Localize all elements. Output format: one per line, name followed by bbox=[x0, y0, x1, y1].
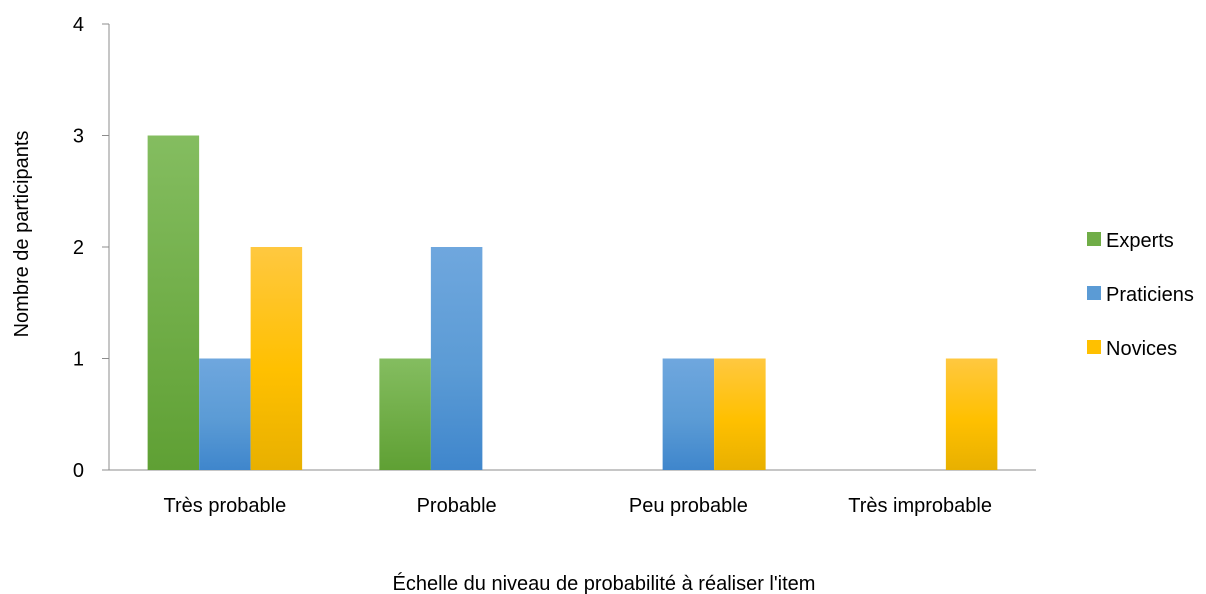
legend-label-praticiens: Praticiens bbox=[1106, 284, 1194, 306]
x-axis-title: Échelle du niveau de probabilité à réali… bbox=[393, 572, 816, 594]
x-tick-label: Très improbable bbox=[848, 495, 992, 517]
legend-swatch-experts bbox=[1087, 232, 1101, 246]
bar-experts-0 bbox=[147, 135, 200, 470]
legend-label-novices: Novices bbox=[1106, 338, 1177, 360]
y-tick-label: 2 bbox=[73, 237, 84, 259]
category-labels: Très probable Probable Peu probable Très im… bbox=[164, 495, 992, 517]
y-tick-label: 4 bbox=[73, 14, 84, 36]
bar-experts-1 bbox=[379, 358, 431, 470]
x-tick-label: Peu probable bbox=[629, 495, 748, 517]
bar-novices-2 bbox=[714, 358, 766, 470]
bar-novices-0 bbox=[250, 247, 303, 470]
bars bbox=[147, 135, 998, 470]
y-tick-label: 3 bbox=[73, 126, 84, 148]
bar-praticiens-2 bbox=[662, 358, 715, 470]
x-tick-label: Probable bbox=[417, 495, 497, 517]
legend-swatch-praticiens bbox=[1087, 286, 1101, 300]
x-tick-label: Très probable bbox=[164, 495, 287, 517]
legend-swatch-novices bbox=[1087, 340, 1101, 354]
bar-praticiens-1 bbox=[430, 247, 483, 470]
bar-praticiens-0 bbox=[199, 358, 251, 470]
y-tick-label: 0 bbox=[73, 460, 84, 482]
y-axis-title: Nombre de participants bbox=[11, 131, 33, 338]
y-axis: 0 1 2 3 4 bbox=[73, 14, 110, 482]
legend: Experts Praticiens Novices bbox=[1087, 230, 1194, 360]
bar-novices-3 bbox=[945, 358, 998, 470]
y-tick-label: 1 bbox=[73, 349, 84, 371]
legend-label-experts: Experts bbox=[1106, 230, 1174, 252]
